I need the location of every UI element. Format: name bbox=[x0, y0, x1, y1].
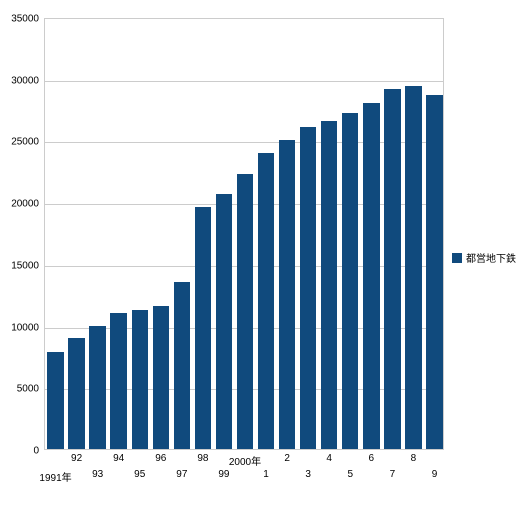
y-tick-label: 35000 bbox=[11, 14, 39, 25]
bar bbox=[363, 103, 379, 449]
bar bbox=[110, 313, 126, 449]
x-tick-label: 94 bbox=[113, 453, 124, 464]
bar bbox=[237, 174, 253, 449]
y-tick-label: 10000 bbox=[11, 322, 39, 333]
bar bbox=[195, 207, 211, 449]
x-tick-label: 6 bbox=[369, 453, 375, 464]
x-tick-label: 2 bbox=[284, 453, 290, 464]
bar bbox=[132, 310, 148, 449]
legend-swatch bbox=[452, 253, 462, 263]
bar bbox=[426, 95, 442, 449]
bar bbox=[300, 127, 316, 449]
bar bbox=[153, 306, 169, 449]
x-tick-label: 97 bbox=[176, 469, 187, 480]
x-tick-label: 3 bbox=[305, 469, 311, 480]
x-tick-label: 1991年 bbox=[39, 469, 71, 484]
y-tick-label: 25000 bbox=[11, 137, 39, 148]
bar bbox=[47, 352, 63, 450]
y-gridline bbox=[45, 81, 443, 82]
chart-container: 0 5000 10000 15000 20000 25000 30000 35000 1991年… bbox=[0, 0, 519, 508]
bar bbox=[279, 140, 295, 449]
x-tick-label: 92 bbox=[71, 453, 82, 464]
x-tick-label: 5 bbox=[347, 469, 353, 480]
bar bbox=[68, 338, 84, 449]
bar bbox=[258, 153, 274, 449]
y-tick-label: 5000 bbox=[17, 384, 39, 395]
x-tick-label: 2000年 bbox=[229, 453, 261, 468]
legend: 都営地下鉄 bbox=[452, 250, 516, 265]
bar bbox=[342, 113, 358, 449]
x-tick-label: 99 bbox=[218, 469, 229, 480]
x-tick-label: 95 bbox=[134, 469, 145, 480]
x-tick-label: 96 bbox=[155, 453, 166, 464]
x-tick-label: 98 bbox=[197, 453, 208, 464]
x-tick-label: 9 bbox=[432, 469, 438, 480]
bar bbox=[384, 89, 400, 449]
x-tick-label: 93 bbox=[92, 469, 103, 480]
y-tick-label: 15000 bbox=[11, 260, 39, 271]
bar bbox=[405, 86, 421, 449]
x-tick-label: 8 bbox=[411, 453, 417, 464]
y-tick-label: 0 bbox=[33, 446, 39, 457]
bar bbox=[321, 121, 337, 449]
x-tick-label: 7 bbox=[390, 469, 396, 480]
y-tick-label: 30000 bbox=[11, 75, 39, 86]
x-tick-label: 4 bbox=[326, 453, 332, 464]
x-tick-label: 1 bbox=[263, 469, 269, 480]
bar bbox=[89, 326, 105, 449]
bar bbox=[174, 282, 190, 449]
bar bbox=[216, 194, 232, 449]
y-tick-label: 20000 bbox=[11, 199, 39, 210]
plot-area: 050001000015000200002500030000350001991年… bbox=[44, 18, 444, 450]
legend-label: 都営地下鉄 bbox=[466, 250, 516, 265]
